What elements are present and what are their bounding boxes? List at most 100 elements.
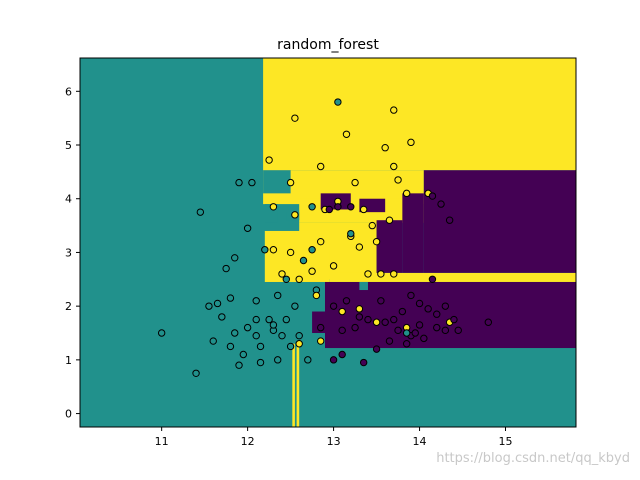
data-point-class-1 <box>261 246 269 254</box>
data-point-class-0 <box>398 307 407 316</box>
data-point-class-1 <box>235 361 243 369</box>
data-point-class-2 <box>385 216 394 224</box>
data-point-class-1 <box>231 254 239 262</box>
data-point-class-0 <box>347 203 355 211</box>
data-point-class-0 <box>338 326 346 335</box>
data-point-class-1 <box>308 246 316 254</box>
data-point-class-1 <box>248 178 256 187</box>
data-point-class-2 <box>390 162 398 171</box>
data-point-class-0 <box>338 350 346 359</box>
data-point-class-2 <box>295 340 303 348</box>
decision-region-class-1 <box>263 170 291 194</box>
y-tick-label: 5 <box>65 139 72 152</box>
decision-region-class-2 <box>296 343 300 427</box>
data-point-class-2 <box>351 178 359 187</box>
data-point-class-0 <box>334 203 342 211</box>
data-point-class-1 <box>347 229 355 238</box>
data-point-class-1 <box>286 342 295 351</box>
data-point-class-1 <box>274 291 282 300</box>
data-point-class-1 <box>239 350 248 359</box>
data-point-class-1 <box>213 299 222 308</box>
y-tick-label: 0 <box>65 408 72 421</box>
data-point-class-1 <box>274 356 282 364</box>
data-point-class-1 <box>402 329 411 337</box>
data-point-class-2 <box>329 262 338 270</box>
data-point-class-1 <box>222 264 230 273</box>
data-point-class-2 <box>355 305 364 313</box>
data-point-class-1 <box>196 208 205 216</box>
data-point-class-0 <box>329 356 338 364</box>
data-point-class-2 <box>364 270 372 278</box>
data-point-class-0 <box>372 345 381 353</box>
data-point-class-2 <box>312 291 321 300</box>
data-point-class-0 <box>394 326 402 335</box>
data-point-class-0 <box>454 326 462 335</box>
data-point-class-0 <box>390 315 398 324</box>
data-point-class-2 <box>308 267 316 275</box>
decision-region-class-2 <box>292 343 295 427</box>
data-point-class-0 <box>407 291 415 300</box>
data-point-class-2 <box>265 156 273 164</box>
data-point-class-1 <box>243 323 252 332</box>
data-point-class-0 <box>411 329 419 337</box>
data-point-class-0 <box>450 315 458 324</box>
data-point-class-1 <box>209 337 217 345</box>
data-point-class-0 <box>428 192 437 200</box>
x-tick-label: 12 <box>241 435 255 448</box>
data-point-class-1 <box>243 224 252 232</box>
decision-region-class-2 <box>263 58 576 171</box>
data-point-class-2 <box>291 211 299 219</box>
decision-regions <box>80 58 576 427</box>
data-point-class-1 <box>278 331 286 340</box>
data-point-class-0 <box>441 326 450 335</box>
y-tick-label: 3 <box>65 246 72 259</box>
data-point-class-0 <box>441 302 450 310</box>
data-point-class-0 <box>329 302 338 310</box>
y-tick-label: 2 <box>65 300 72 313</box>
data-point-class-1 <box>205 302 213 310</box>
data-point-class-2 <box>286 178 295 187</box>
data-point-class-0 <box>433 310 441 318</box>
data-point-class-1 <box>304 356 312 364</box>
data-point-class-1 <box>282 275 291 283</box>
data-point-class-2 <box>402 189 411 198</box>
data-point-class-0 <box>484 318 493 326</box>
data-point-class-1 <box>231 329 239 337</box>
data-point-class-0 <box>437 200 445 208</box>
data-point-class-0 <box>415 321 424 329</box>
data-point-class-2 <box>390 106 398 114</box>
data-point-class-2 <box>381 143 389 152</box>
data-point-class-2 <box>316 237 325 246</box>
y-tick-label: 1 <box>65 354 72 367</box>
data-point-class-2 <box>338 307 346 316</box>
data-point-class-0 <box>445 216 454 224</box>
data-point-class-0 <box>316 323 325 332</box>
data-point-class-2 <box>316 162 325 171</box>
data-point-class-1 <box>269 321 278 329</box>
data-point-class-0 <box>433 323 441 332</box>
data-point-class-1 <box>157 329 166 337</box>
data-point-class-1 <box>334 98 342 106</box>
data-point-class-0 <box>428 275 437 283</box>
data-point-class-2 <box>295 275 303 283</box>
data-point-class-2 <box>390 270 398 278</box>
x-tick-label: 15 <box>499 435 513 448</box>
data-point-class-2 <box>291 114 299 122</box>
data-point-class-1 <box>299 256 308 265</box>
data-point-class-2 <box>368 221 376 230</box>
data-point-class-0 <box>415 299 424 308</box>
decision-region-class-0 <box>402 193 424 273</box>
data-point-class-0 <box>359 358 368 367</box>
data-point-class-0 <box>385 337 394 345</box>
data-point-class-0 <box>355 313 364 321</box>
data-point-class-1 <box>252 331 260 340</box>
data-point-class-2 <box>278 270 286 278</box>
data-point-class-0 <box>381 318 389 326</box>
x-tick-label: 13 <box>327 435 341 448</box>
decision-region-class-0 <box>324 281 576 349</box>
data-point-class-1 <box>226 294 235 302</box>
data-point-class-2 <box>407 138 415 147</box>
data-point-class-0 <box>342 297 351 305</box>
watermark: https://blog.csdn.net/qq_kbyd <box>436 451 630 466</box>
